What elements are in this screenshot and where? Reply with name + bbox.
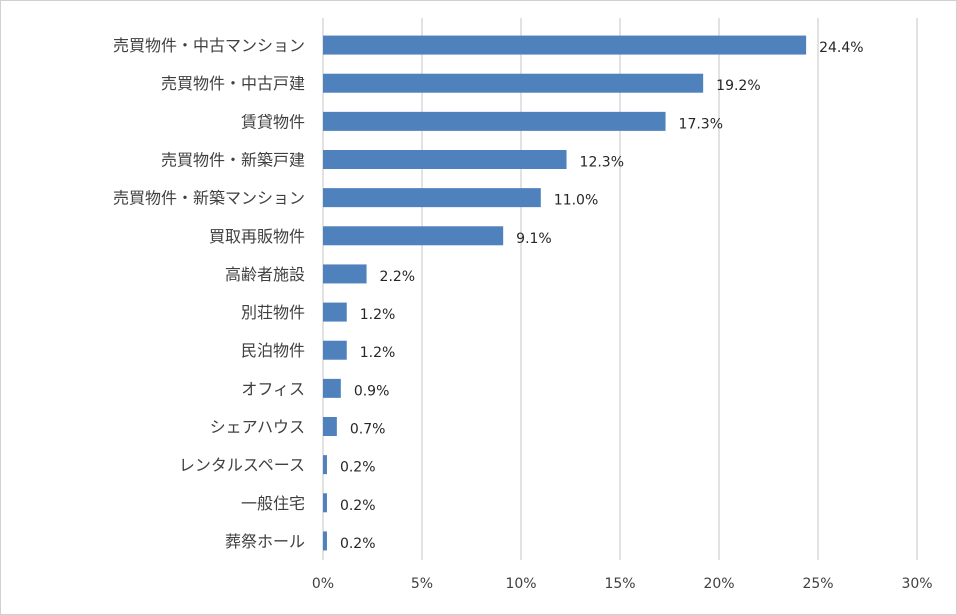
bar bbox=[323, 378, 341, 398]
x-tick-label: 0% bbox=[312, 576, 334, 592]
data-labels: 24.4% 19.2% 17.3% 12.3% 11.0% 9.1% 2.2% 1.2% 1.2… bbox=[340, 40, 864, 552]
data-label: 19.2% bbox=[716, 78, 760, 94]
bar bbox=[323, 455, 327, 475]
data-label: 24.4% bbox=[819, 40, 863, 56]
x-tick-labels: 0% 5% 10% 15% 20% 25% 30% bbox=[312, 576, 933, 592]
category-label: オフィス bbox=[241, 379, 305, 398]
data-label: 0.2% bbox=[340, 460, 376, 476]
category-label: シェアハウス bbox=[210, 418, 305, 437]
data-label: 0.2% bbox=[340, 498, 376, 514]
bars bbox=[323, 35, 807, 551]
x-tick-label: 15% bbox=[604, 576, 635, 592]
category-label: 売買物件・新築戸建 bbox=[161, 151, 305, 170]
category-label: レンタルスペース bbox=[179, 456, 305, 475]
data-label: 12.3% bbox=[580, 155, 624, 171]
category-label: 高齢者施設 bbox=[225, 265, 305, 284]
bar bbox=[323, 35, 807, 55]
category-labels: 売買物件・中古マンション売買物件・中古戸建賃貸物件売買物件・新築戸建売買物件・新… bbox=[113, 36, 305, 551]
data-label: 0.2% bbox=[340, 536, 376, 552]
bar bbox=[323, 417, 337, 436]
bar bbox=[323, 111, 666, 131]
bar bbox=[323, 302, 347, 322]
data-label: 11.0% bbox=[554, 193, 598, 209]
category-label: 買取再販物件 bbox=[209, 227, 305, 246]
category-label: 葬祭ホール bbox=[225, 532, 305, 551]
data-label: 1.2% bbox=[360, 307, 396, 323]
data-label: 2.2% bbox=[380, 269, 416, 285]
bar bbox=[323, 150, 567, 169]
category-label: 売買物件・中古戸建 bbox=[161, 74, 305, 93]
x-tick-label: 5% bbox=[411, 576, 433, 592]
data-label: 17.3% bbox=[679, 116, 723, 132]
data-label: 0.7% bbox=[350, 422, 386, 438]
bar bbox=[323, 340, 347, 360]
category-label: 一般住宅 bbox=[241, 494, 305, 513]
bar bbox=[323, 226, 504, 246]
gridlines bbox=[322, 18, 918, 560]
data-label: 1.2% bbox=[360, 345, 396, 361]
x-tick-label: 20% bbox=[703, 576, 734, 592]
bar bbox=[323, 264, 367, 284]
x-tick-label: 10% bbox=[505, 576, 536, 592]
category-label: 賃貸物件 bbox=[241, 112, 305, 131]
category-label: 売買物件・新築マンション bbox=[113, 189, 305, 208]
x-tick-label: 25% bbox=[802, 576, 833, 592]
category-label: 売買物件・中古マンション bbox=[113, 36, 305, 55]
category-label: 別荘物件 bbox=[241, 303, 305, 322]
category-label: 民泊物件 bbox=[241, 341, 305, 360]
data-label: 9.1% bbox=[516, 231, 552, 247]
bar bbox=[323, 188, 541, 208]
bar bbox=[323, 73, 704, 93]
x-tick-label: 30% bbox=[901, 576, 932, 592]
data-label: 0.9% bbox=[354, 383, 390, 399]
bar bbox=[323, 531, 327, 551]
bar bbox=[323, 493, 327, 513]
